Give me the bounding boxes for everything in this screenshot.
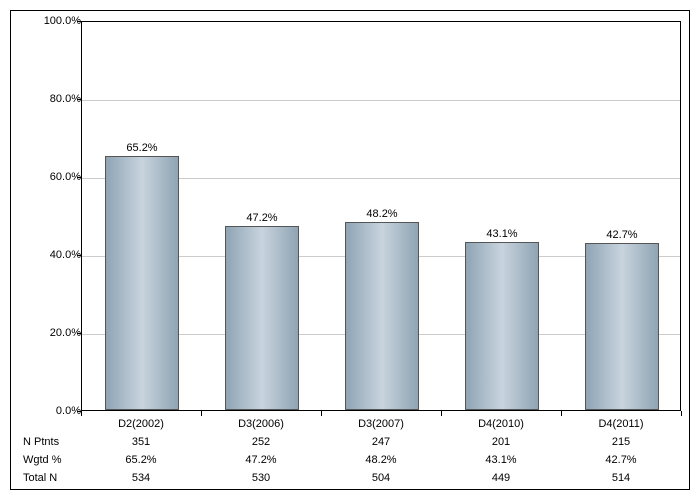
table-cell: 351 [132,436,150,448]
bar-value-label: 48.2% [366,208,397,220]
table-cell: 514 [612,472,630,484]
bar-value-label: 47.2% [246,212,277,224]
table-cell: 47.2% [245,454,276,466]
table-cell: 215 [612,436,630,448]
y-tick-label: 60.0% [31,171,81,183]
x-tick-mark [441,411,442,416]
bar [225,226,299,410]
y-tick-label: 20.0% [31,327,81,339]
bar [345,222,419,410]
x-tick-mark [81,411,82,416]
x-tick-mark [321,411,322,416]
bar [585,243,659,410]
table-cell: 252 [252,436,270,448]
table-cell: 43.1% [485,454,516,466]
table-cell: 449 [492,472,510,484]
table-cell: 48.2% [365,454,396,466]
y-tick-label: 40.0% [31,249,81,261]
plot-area: 65.2% 47.2% 48.2% 43.1% 42.7% [81,21,681,411]
bar [105,156,179,410]
x-tick-label: D3(2006) [238,418,284,430]
x-tick-label: D3(2007) [358,418,404,430]
bar-value-label: 43.1% [486,228,517,240]
table-cell: 504 [372,472,390,484]
table-row-label-wgtd: Wgtd % [23,454,62,466]
x-tick-mark [561,411,562,416]
y-tick-label: 80.0% [31,93,81,105]
table-cell: 201 [492,436,510,448]
chart-frame: 0.0% 20.0% 40.0% 60.0% 80.0% 100.0% 65.2… [10,10,690,490]
bar-value-label: 42.7% [606,229,637,241]
table-cell: 42.7% [605,454,636,466]
bar-value-label: 65.2% [126,142,157,154]
x-tick-mark [201,411,202,416]
table-row-label-nptnts: N Ptnts [23,436,59,448]
table-row-label-totaln: Total N [23,472,57,484]
y-tick-label: 0.0% [31,405,81,417]
table-cell: 247 [372,436,390,448]
x-tick-label: D4(2011) [598,418,643,430]
table-cell: 534 [132,472,150,484]
bar [465,242,539,410]
x-tick-label: D4(2010) [478,418,524,430]
gridline [82,100,680,101]
table-cell: 530 [252,472,270,484]
x-tick-label: D2(2002) [118,418,164,430]
x-tick-mark [681,411,682,416]
y-tick-label: 100.0% [31,15,81,27]
table-cell: 65.2% [125,454,156,466]
